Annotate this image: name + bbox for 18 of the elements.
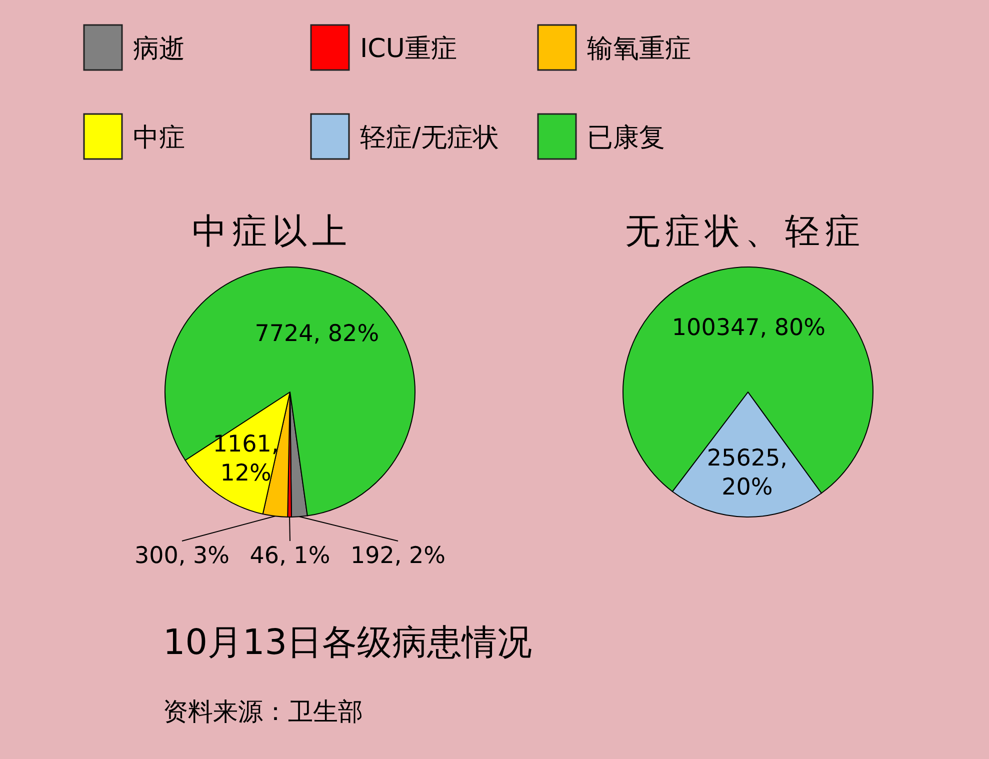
legend-label: 病逝 <box>133 34 185 64</box>
text: 中症以上 <box>192 212 352 252</box>
data-label: 1161, 12% <box>212 432 279 487</box>
legend-label: 中症 <box>133 123 185 153</box>
data-label: 46, 1% <box>250 543 330 569</box>
pie-slice <box>164 266 416 516</box>
data-label: 100347, 80% <box>672 315 826 342</box>
legend-label: 轻症/无症状 <box>360 123 499 153</box>
data-label: 7724, 82% <box>254 320 380 347</box>
data-label: 25625, 20% <box>706 445 788 500</box>
legend-label: ICU重症 <box>360 34 457 64</box>
legend-label: 输氧重症 <box>587 34 691 64</box>
text: 10月13日各级病患情况 <box>163 623 532 663</box>
data-label: 192, 2% <box>350 543 446 569</box>
text: 无症状、轻症 <box>625 212 865 252</box>
data-label: 300, 3% <box>134 543 230 569</box>
legend-label: 已康复 <box>587 123 665 153</box>
text: 资料来源：卫生部 <box>163 697 363 726</box>
